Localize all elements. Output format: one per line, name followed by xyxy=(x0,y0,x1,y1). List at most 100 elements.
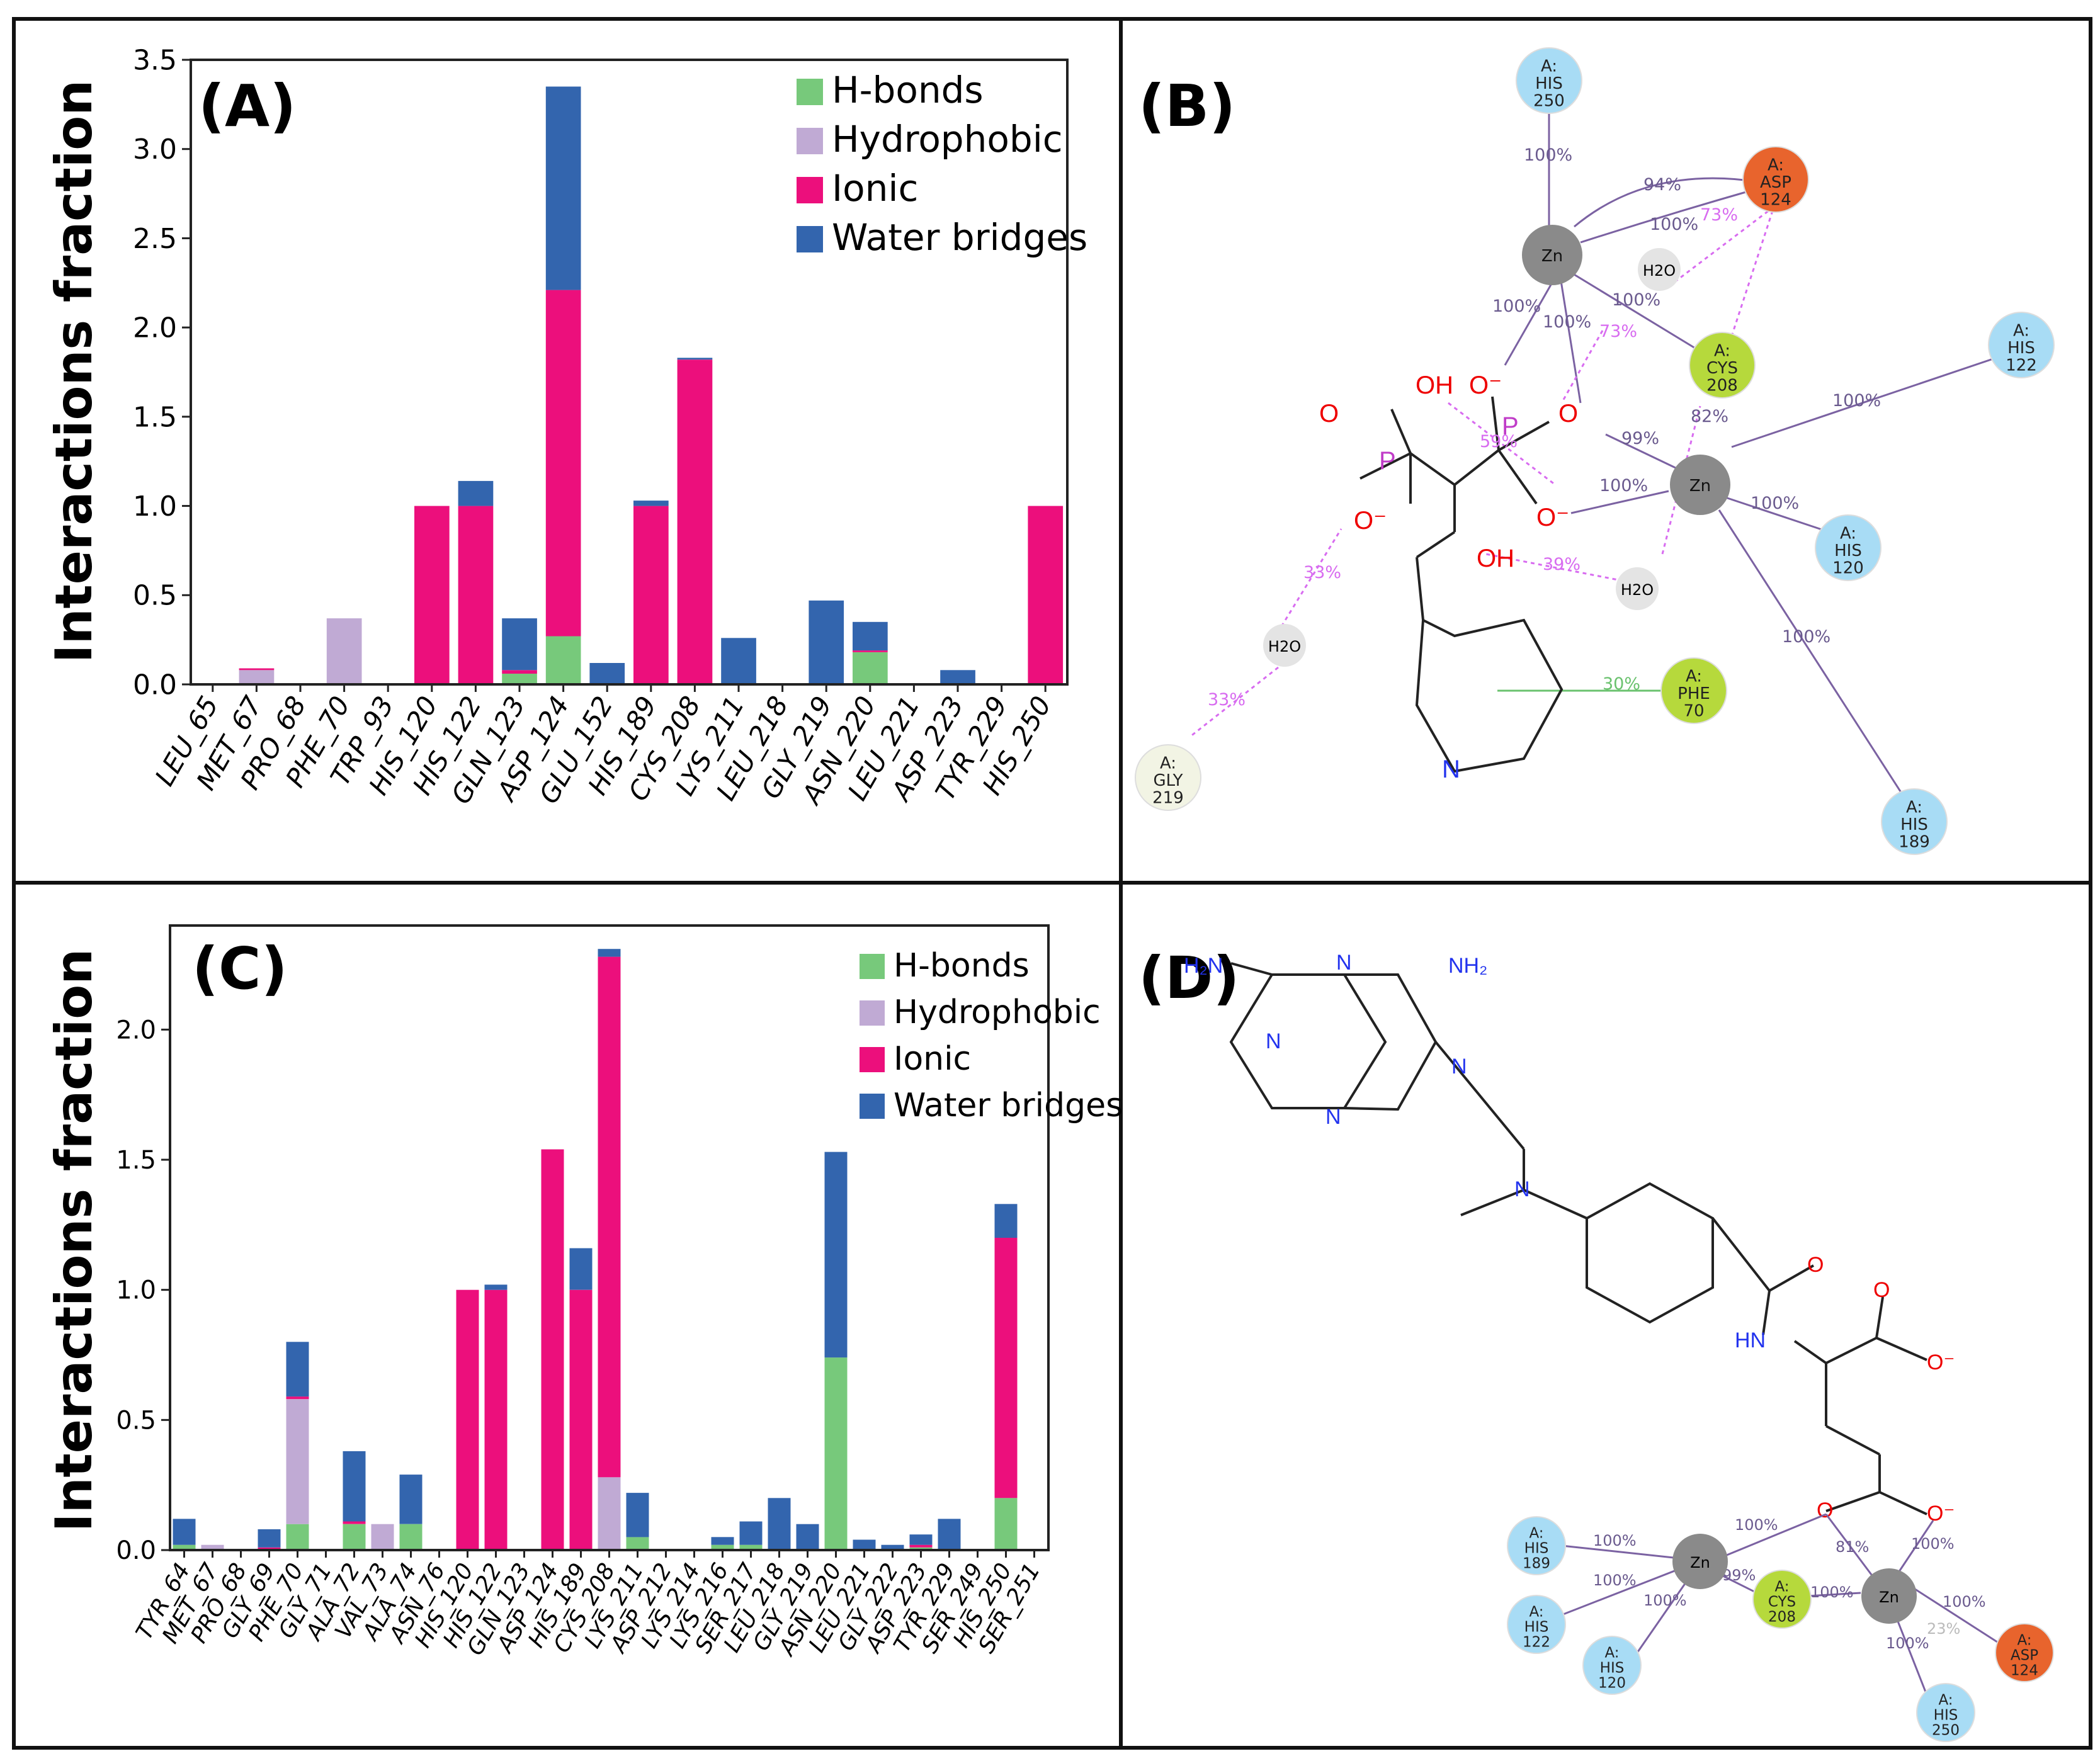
residue-label-b-his122-1: HIS xyxy=(2007,339,2035,358)
legend-label-a-1: Hydrophobic xyxy=(832,118,1063,161)
residue-label-d-cys208-1: CYS xyxy=(1768,1594,1796,1611)
bar-c-cys_208-hydrophobic xyxy=(598,1477,621,1550)
residue-node-d-his120 xyxy=(1582,1636,1642,1695)
pct-d-6: 81% xyxy=(1836,1538,1869,1556)
residue-label-b-asp124-1: ASP xyxy=(1760,173,1791,192)
y-axis-label-c: Interactions fraction xyxy=(45,949,103,1532)
atom-h2n: H₂N xyxy=(1184,954,1223,978)
residue-label-d-cys208-0: A: xyxy=(1774,1578,1789,1595)
pct-b-10: 100% xyxy=(1832,391,1881,411)
water-label-b2: H2O xyxy=(1621,581,1654,599)
bar-a-gln_123-h-bonds xyxy=(502,674,537,684)
y-tick-label-a-0: 0.0 xyxy=(133,669,177,701)
residue-label-d-his250-1: HIS xyxy=(1934,1707,1958,1724)
atom-p-2: P xyxy=(1502,412,1519,440)
pct-d-2: 100% xyxy=(1643,1592,1687,1609)
bar-a-his_189-water-bridges xyxy=(633,501,669,506)
residue-label-b-cys208-0: A: xyxy=(1714,342,1730,361)
residue-label-b-his120-2: 120 xyxy=(1832,558,1864,577)
ligand-b-atoms: OH O⁻ O O P P O⁻ O⁻ OH N xyxy=(1319,371,1578,783)
y-tick-label-a-6: 3.0 xyxy=(133,133,177,166)
residue-label-b-his122-2: 122 xyxy=(2006,356,2037,375)
metal-contacts-b xyxy=(1504,88,2003,794)
residue-label-d-asp124-2: 124 xyxy=(2011,1663,2038,1679)
atom-o-1: O xyxy=(1319,400,1339,428)
legend-swatch-c-1 xyxy=(860,1000,885,1026)
legend-label-a-0: H-bonds xyxy=(832,69,984,111)
panel-label-a: (A) xyxy=(198,72,296,140)
residue-label-d-his120-2: 120 xyxy=(1598,1675,1626,1692)
residue-node-d-his122 xyxy=(1507,1595,1566,1654)
atom-n-d1: N xyxy=(1336,951,1352,975)
bar-c-his_122-water-bridges xyxy=(484,1284,508,1290)
bar-c-gly_219-water-bridges xyxy=(796,1524,819,1550)
pct-d-7: 100% xyxy=(1911,1535,1955,1553)
legend-label-a-2: Ionic xyxy=(832,167,918,210)
bar-c-lys_211-water-bridges xyxy=(626,1493,649,1537)
bar-a-gln_123-water-bridges xyxy=(502,618,537,671)
panel-b-diagram: OH O⁻ O O P P O⁻ O⁻ OH N 100% 94% 100% 7… xyxy=(1135,47,2055,855)
residue-label-b-phe70-1: PHE xyxy=(1677,684,1710,703)
atom-n-d4: N xyxy=(1325,1105,1341,1129)
metal-nodes-d: Zn Zn xyxy=(1672,1534,1917,1624)
zn-node-d1 xyxy=(1672,1534,1728,1589)
pct-b-3: 73% xyxy=(1700,205,1738,225)
pct-b-17: 33% xyxy=(1208,690,1246,710)
water-label-b3: H2O xyxy=(1268,638,1301,655)
atom-o-d2: O xyxy=(1873,1278,1890,1302)
bar-c-ser_217-water-bridges xyxy=(739,1521,763,1545)
residue-label-d-his189-1: HIS xyxy=(1524,1541,1549,1557)
bar-a-met_67-ionic xyxy=(239,668,275,671)
ligand-d-oxygens: O O O⁻ O O⁻ xyxy=(1807,1253,1955,1526)
pct-b-14: 100% xyxy=(1782,627,1830,647)
water-node-b2 xyxy=(1616,567,1659,610)
panel-label-d: (D) xyxy=(1138,944,1239,1012)
frame-D xyxy=(1119,881,2092,1750)
bar-c-leu_221-water-bridges xyxy=(853,1539,876,1550)
bar-c-his_250-ionic xyxy=(994,1238,1018,1498)
bar-c-asp_124-ionic xyxy=(541,1149,564,1550)
residue-label-d-his120-0: A: xyxy=(1604,1645,1619,1661)
bar-c-ala_72-water-bridges xyxy=(343,1451,366,1522)
residue-label-b-phe70-2: 70 xyxy=(1683,701,1704,720)
bar-c-his_122-ionic xyxy=(484,1289,508,1550)
y-tick-label-c-0: 0.0 xyxy=(116,1536,156,1565)
bar-c-cys_208-water-bridges xyxy=(598,949,621,957)
bar-c-lys_216-h-bonds xyxy=(711,1544,734,1550)
residue-label-d-cys208-2: 208 xyxy=(1768,1609,1796,1626)
residue-node-b-his250 xyxy=(1516,47,1582,114)
residue-label-b-his250-2: 250 xyxy=(1533,91,1565,110)
pct-b-9: 99% xyxy=(1621,429,1659,448)
residue-label-b-his120-1: HIS xyxy=(1834,541,1862,560)
bar-c-ala_74-h-bonds xyxy=(399,1524,423,1550)
atom-nh2: NH₂ xyxy=(1448,954,1487,978)
pct-b-7: 73% xyxy=(1599,322,1637,341)
pct-d-11: 23% xyxy=(1927,1620,1960,1638)
y-tick-label-c-1: 0.5 xyxy=(116,1406,156,1435)
residue-label-b-his250-1: HIS xyxy=(1535,74,1563,93)
pct-b-1: 94% xyxy=(1643,175,1681,195)
residue-label-d-his189-0: A: xyxy=(1529,1525,1543,1541)
bar-a-his_122-ionic xyxy=(458,506,494,684)
pct-b-6: 100% xyxy=(1543,312,1591,332)
legend-swatch-a-3 xyxy=(797,226,823,252)
bar-c-gly_69-ionic xyxy=(258,1547,281,1550)
pct-b-5: 100% xyxy=(1492,297,1541,316)
bar-a-lys_211-water-bridges xyxy=(721,638,756,684)
chart-c: TYR_64MET_67PRO_68GLY_69PHE_70GLY_71ALA_… xyxy=(45,924,1123,1661)
bar-a-asp_223-water-bridges xyxy=(940,670,975,684)
pct-d-9: 100% xyxy=(1886,1634,1929,1652)
bar-c-gly_69-water-bridges xyxy=(258,1529,281,1548)
bar-a-gln_123-ionic xyxy=(502,670,537,674)
pct-b-8: 82% xyxy=(1691,407,1728,426)
residue-label-d-his189-2: 189 xyxy=(1523,1556,1550,1572)
plot-frame-c xyxy=(169,924,1050,1551)
zn-node-b1 xyxy=(1522,225,1582,285)
panel-label-c: (C) xyxy=(192,935,288,1002)
pct-d-5: 100% xyxy=(1810,1583,1854,1601)
pct-d-1: 100% xyxy=(1593,1571,1637,1589)
bar-c-ala_74-water-bridges xyxy=(399,1475,423,1524)
y-tick-label-c-4: 2.0 xyxy=(116,1016,156,1045)
panel-label-b: (B) xyxy=(1138,72,1235,140)
bar-c-his_250-water-bridges xyxy=(994,1204,1018,1238)
